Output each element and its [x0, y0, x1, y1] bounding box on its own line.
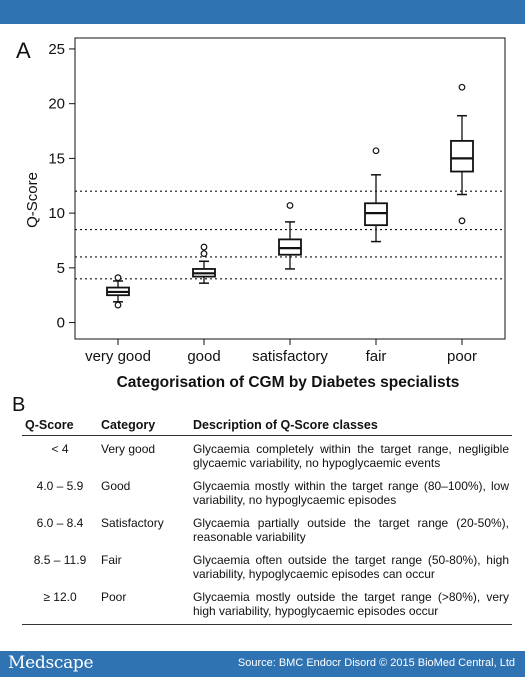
- panel-label-a: A: [16, 38, 31, 63]
- x-tick-label: good: [187, 348, 220, 365]
- plot-frame: [74, 37, 506, 340]
- outlier-point: [114, 274, 122, 282]
- outlier-point: [200, 250, 208, 258]
- x-tick-label: very good: [85, 348, 151, 365]
- outlier-point: [458, 83, 466, 91]
- y-tick-label: 10: [48, 205, 65, 222]
- outlier-point: [372, 147, 380, 155]
- table-row: 8.5 – 11.9 Fair Glycaemia often outside …: [22, 547, 512, 584]
- header-qscore: Q-Score: [22, 416, 98, 436]
- table-row: ≥ 12.0 Poor Glycaemia mostly outside the…: [22, 584, 512, 625]
- category-cell: Very good: [101, 442, 156, 456]
- y-tick-label: 20: [48, 96, 65, 113]
- description-cell: Glycaemia partially outside the target r…: [193, 516, 509, 544]
- table-row: < 4 Very good Glycaemia completely withi…: [22, 436, 512, 474]
- description-cell: Glycaemia often outside the target range…: [193, 553, 509, 581]
- description-cell: Glycaemia mostly within the target range…: [193, 479, 509, 507]
- table-row: 6.0 – 8.4 Satisfactory Glycaemia partial…: [22, 510, 512, 547]
- y-tick-label: 15: [48, 150, 65, 167]
- qscore-cell: 8.5 – 11.9: [33, 553, 87, 567]
- description-cell: Glycaemia mostly outside the target rang…: [190, 584, 512, 625]
- table-header-row: Q-Score Category Description of Q-Score …: [22, 416, 512, 436]
- x-tick-label: fair: [366, 348, 387, 365]
- category-cell: Satisfactory: [101, 516, 164, 530]
- y-axis-label: Q-Score: [24, 172, 41, 228]
- footer-bar: Medscape Source: BMC Endocr Disord © 201…: [0, 651, 525, 677]
- qscore-table: Q-Score Category Description of Q-Score …: [22, 416, 512, 625]
- x-tick-label: poor: [447, 348, 477, 365]
- outlier-point: [200, 243, 208, 251]
- qscore-cell: < 4: [51, 442, 69, 456]
- boxplot-chart: A Q-Score Categorisation of CGM by Diabe…: [16, 37, 506, 391]
- header-category: Category: [98, 416, 190, 436]
- outlier-point: [458, 217, 466, 225]
- panel-label-b: B: [12, 394, 26, 416]
- description-cell: Glycaemia completely within the target r…: [193, 442, 509, 470]
- source-credit: Source: BMC Endocr Disord © 2015 BioMed …: [237, 657, 515, 669]
- category-cell: Poor: [98, 584, 190, 625]
- box-poor: [450, 139, 474, 173]
- qscore-cell: 4.0 – 5.9: [36, 479, 84, 493]
- outlier-point: [286, 202, 294, 209]
- top-bar: [0, 0, 525, 24]
- category-cell: Fair: [101, 553, 122, 567]
- x-tick-label: satisfactory: [252, 348, 328, 365]
- category-cell: Good: [101, 479, 131, 493]
- header-description: Description of Q-Score classes: [190, 416, 512, 436]
- y-tick-label: 5: [57, 260, 65, 277]
- outlier-point: [114, 301, 122, 309]
- qscore-cell: ≥ 12.0: [22, 584, 98, 625]
- x-axis-label: Categorisation of CGM by Diabetes specia…: [117, 374, 460, 391]
- medscape-logo[interactable]: Medscape: [8, 653, 94, 673]
- table-row: 4.0 – 5.9 Good Glycaemia mostly within t…: [22, 473, 512, 510]
- y-tick-label: 25: [48, 41, 65, 58]
- qscore-cell: 6.0 – 8.4: [36, 516, 84, 530]
- y-tick-label: 0: [57, 315, 65, 332]
